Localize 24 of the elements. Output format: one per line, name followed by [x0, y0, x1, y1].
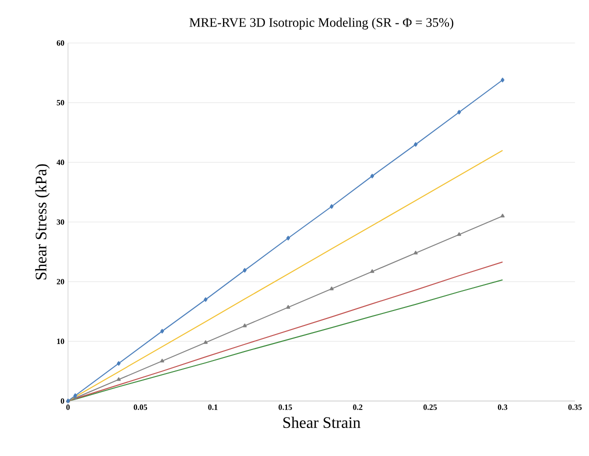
point [500, 214, 505, 218]
point [204, 297, 208, 302]
point [500, 78, 504, 82]
point [286, 236, 290, 240]
point [73, 393, 78, 398]
point [330, 204, 334, 209]
point [370, 174, 374, 178]
point [286, 305, 290, 309]
point [414, 142, 418, 147]
point [242, 268, 247, 273]
point [242, 324, 247, 328]
y-axis-title: Shear Stress (kPa) [35, 164, 50, 280]
point [116, 377, 121, 381]
point [414, 250, 418, 254]
point [116, 361, 121, 366]
point [457, 232, 462, 236]
x-axis-title: Shear Strain [283, 416, 360, 428]
point [457, 110, 461, 115]
point [330, 286, 334, 290]
point [160, 328, 164, 334]
point [204, 340, 208, 344]
point [160, 358, 164, 362]
chart-title: MRE-RVE 3D Isotropic Modeling (SR - Φ = 35%) [190, 18, 454, 30]
point [370, 269, 374, 273]
